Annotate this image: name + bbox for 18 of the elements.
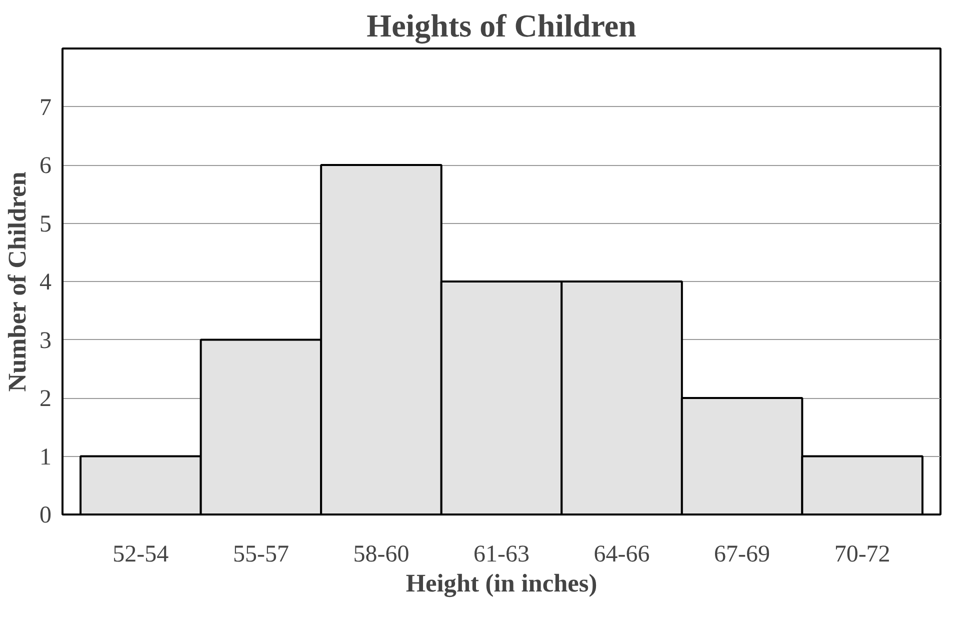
x-tick-label: 70-72: [834, 542, 890, 568]
x-tick-label: 52-54: [112, 542, 169, 568]
chart-title: Heights of Children: [366, 8, 637, 44]
y-tick-label: 4: [40, 270, 52, 296]
x-tick-label: 64-66: [594, 542, 650, 568]
x-tick-label: 61-63: [474, 542, 530, 568]
x-tick-label: 67-69: [714, 542, 770, 568]
y-tick-label: 5: [40, 211, 52, 238]
y-axis-title: Number of Children: [4, 172, 32, 392]
y-tick-label: 3: [40, 328, 52, 354]
y-tick-label: 0: [40, 502, 52, 528]
y-tick-label: 1: [40, 444, 52, 470]
y-tick-label: 6: [40, 153, 52, 179]
x-tick-label: 58-60: [353, 542, 410, 568]
x-tick-label: 55-57: [232, 542, 289, 568]
y-tick-label: 2: [40, 386, 52, 412]
y-tick-label: 7: [40, 94, 52, 121]
x-axis-title: Height (in inches): [406, 570, 598, 598]
